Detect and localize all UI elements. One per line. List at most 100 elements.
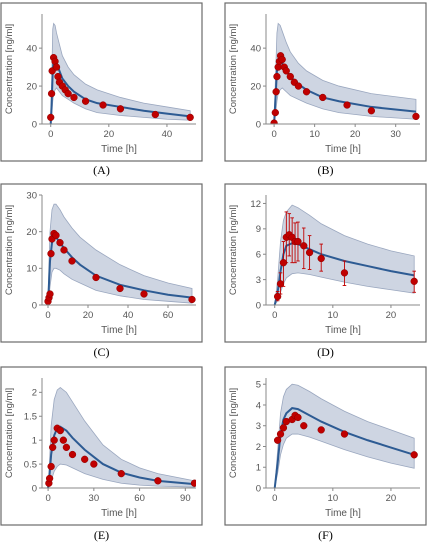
- x-tick-label-d-2: 20: [386, 310, 397, 321]
- y-tick-label-a-1: 20: [26, 81, 37, 92]
- data-point-e-3: [49, 443, 57, 451]
- data-point-e-9: [68, 450, 77, 459]
- y-tick-label-f-0: 0: [256, 483, 261, 494]
- chart-b-svg: 0 10 20 30 0 20 40 Time [h] Concentration [ng/ml…: [224, 2, 427, 162]
- panel-f: 0 10 20 0 1 2 3 4 5 Time [h] Concentration [ng/ml]: [224, 366, 427, 526]
- data-point-a-15: [151, 110, 159, 119]
- x-axis-title-c: Time [h]: [101, 325, 137, 336]
- x-axis-title-e: Time [h]: [101, 508, 137, 519]
- data-point-f-1: [276, 430, 285, 438]
- panel-d: 0 10 20 0 3 6 9 12 Time [h] Concentration [ng/ml]: [224, 183, 427, 343]
- y-tick-label-d-1: 3: [256, 275, 261, 286]
- y-tick-label-c-3: 30: [26, 190, 37, 201]
- data-point-e-13: [154, 477, 162, 485]
- data-point-b-7: [278, 55, 286, 64]
- data-point-b-12: [294, 82, 303, 90]
- y-tick-label-f-4: 4: [256, 400, 261, 411]
- prediction-band-b: [273, 22, 417, 124]
- data-point-a-12: [81, 97, 90, 105]
- data-point-e-1: [45, 474, 54, 483]
- data-point-e-12: [117, 470, 125, 478]
- chart-f-svg: 0 10 20 0 1 2 3 4 5 Time [h] Concentration [ng/ml]: [224, 366, 427, 526]
- y-tick-label-b-2: 40: [250, 43, 261, 54]
- x-tick-label-f-0: 0: [272, 493, 277, 504]
- data-point-c-8: [60, 246, 68, 254]
- data-point-d-9: [305, 248, 314, 257]
- plot-area-c: [44, 203, 196, 305]
- x-axis-title-f: Time [h]: [325, 508, 361, 519]
- x-tick-label-a-0: 0: [48, 129, 53, 140]
- data-point-c-2: [46, 290, 54, 298]
- data-point-a-14: [116, 105, 125, 113]
- data-point-d-8: [300, 242, 308, 250]
- x-axis-title-a: Time [h]: [101, 144, 137, 155]
- plot-area-e: [45, 387, 196, 488]
- data-point-c-12: [140, 290, 148, 298]
- y-tick-label-d-2: 6: [256, 250, 261, 261]
- y-tick-label-d-0: 0: [256, 300, 261, 311]
- y-tick-label-a-2: 40: [26, 43, 37, 54]
- y-tick-label-d-3: 9: [256, 224, 261, 235]
- data-point-e-11: [90, 460, 98, 468]
- x-tick-label-e-2: 60: [134, 493, 145, 504]
- x-tick-label-b-1: 10: [309, 129, 320, 140]
- caption-a: (A): [93, 163, 110, 177]
- data-point-b-1: [271, 108, 279, 117]
- data-point-c-7: [56, 239, 64, 247]
- panel-c: 0 20 40 60 0 10 20 30 Time [h] Concentration [ng/…: [0, 183, 203, 343]
- y-tick-label-a-0: 0: [32, 119, 37, 130]
- data-point-f-8: [317, 426, 325, 434]
- x-tick-label-a-1: 20: [104, 129, 115, 140]
- y-tick-label-f-5: 5: [256, 380, 261, 391]
- y-axis-title-b: Concentration [ng/ml]: [228, 24, 239, 114]
- x-tick-label-a-2: 40: [162, 129, 173, 140]
- x-tick-label-f-1: 10: [328, 493, 339, 504]
- y-tick-label-e-2: 1: [32, 435, 37, 446]
- caption-e: (E): [93, 528, 110, 542]
- panel-e: 0 30 60 90 0 0.5 1 1.5 2 Time [h] Concentration [n…: [0, 366, 203, 526]
- x-tick-label-c-1: 20: [83, 310, 94, 321]
- y-tick-label-b-1: 20: [250, 81, 261, 92]
- data-point-e-6: [56, 426, 64, 435]
- data-point-c-3: [47, 250, 55, 258]
- plot-area-b: [270, 22, 420, 124]
- y-tick-label-c-0: 0: [32, 300, 37, 311]
- y-tick-label-d-4: 12: [250, 199, 261, 210]
- data-point-a-11: [70, 93, 78, 102]
- prediction-band-c: [47, 203, 193, 305]
- y-axis-title-a: Concentration [ng/ml]: [4, 24, 15, 114]
- data-point-b-17: [412, 112, 420, 121]
- x-tick-label-f-2: 20: [386, 493, 397, 504]
- data-point-a-10: [64, 90, 72, 98]
- y-tick-label-f-3: 3: [256, 421, 261, 432]
- data-point-d-11: [340, 269, 349, 277]
- y-tick-label-e-4: 2: [32, 388, 37, 399]
- data-point-e-4: [50, 436, 58, 444]
- caption-c: (C): [93, 345, 110, 359]
- x-tick-label-d-0: 0: [272, 310, 277, 321]
- panel-b: 0 10 20 30 0 20 40 Time [h] Concentration [ng/ml…: [224, 2, 427, 162]
- plot-area-a: [47, 22, 194, 124]
- data-point-c-6: [52, 231, 60, 239]
- chart-a-svg: 0 20 40 0 20 40 Time [h] Concentration [ng/ml]: [0, 2, 203, 162]
- y-tick-label-b-0: 0: [256, 119, 261, 130]
- data-point-a-13: [99, 101, 107, 109]
- y-axis-title-c: Concentration [ng/ml]: [4, 205, 15, 295]
- data-point-a-5: [52, 63, 61, 71]
- caption-b: (B): [317, 163, 334, 177]
- x-axis-title-b: Time [h]: [325, 144, 361, 155]
- data-point-d-2: [279, 259, 288, 267]
- data-point-b-15: [343, 101, 351, 109]
- data-point-d-7: [294, 237, 302, 246]
- data-point-b-13: [302, 88, 311, 96]
- data-point-f-7: [300, 422, 308, 430]
- x-tick-label-c-2: 40: [123, 310, 134, 321]
- plot-area-f: [273, 383, 418, 488]
- x-tick-label-c-0: 0: [45, 310, 50, 321]
- data-point-f-6: [294, 413, 302, 422]
- y-tick-label-f-1: 1: [256, 463, 261, 474]
- caption-f: (F): [318, 528, 333, 542]
- data-point-a-16: [186, 113, 194, 122]
- data-point-e-14: [190, 479, 196, 487]
- data-point-c-9: [68, 257, 76, 265]
